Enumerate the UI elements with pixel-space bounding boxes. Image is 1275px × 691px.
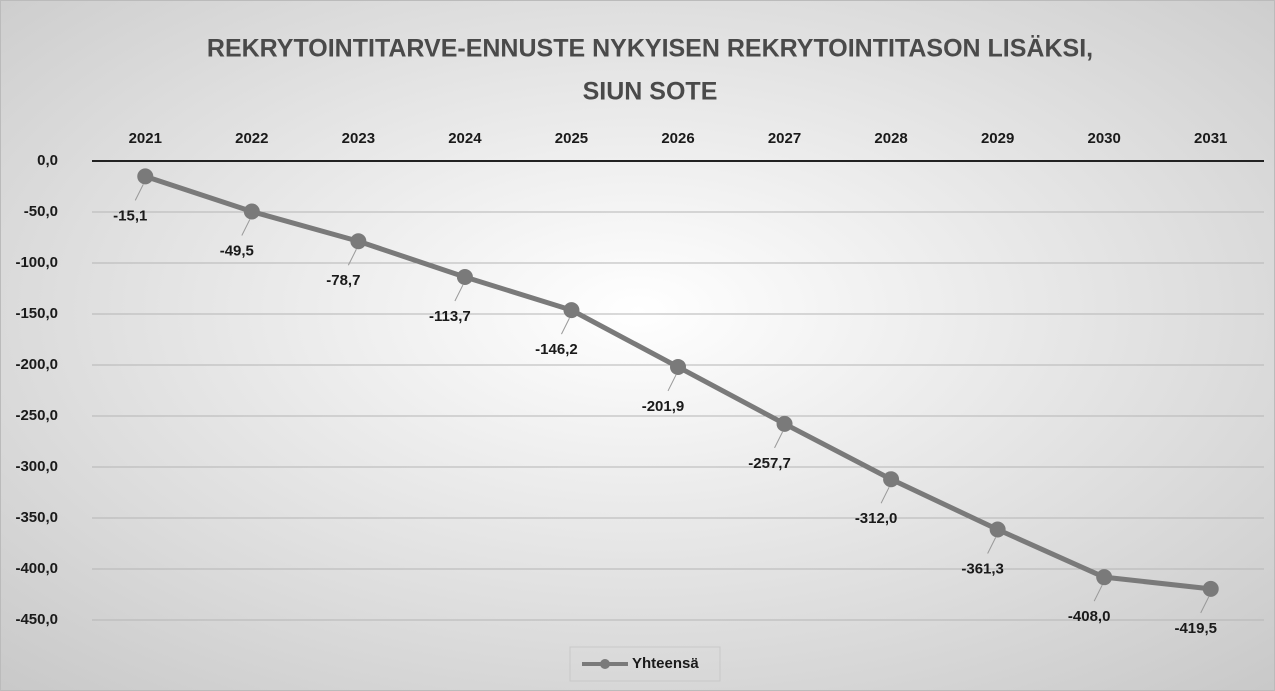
y-tick-label: -300,0	[15, 458, 58, 475]
x-tick-label: 2031	[1194, 130, 1227, 147]
legend-box	[569, 646, 721, 682]
data-label: -257,7	[748, 455, 791, 472]
y-tick-label: 0,0	[37, 152, 58, 169]
data-label: -78,7	[326, 272, 360, 289]
data-label: -312,0	[855, 510, 898, 527]
y-tick-label: -150,0	[15, 305, 58, 322]
leader-line	[454, 284, 464, 302]
x-tick-label: 2028	[874, 130, 907, 147]
chart-title: REKRYTOINTITARVE-ENNUSTE NYKYISEN REKRYT…	[207, 35, 1093, 63]
data-label: -201,9	[642, 398, 685, 415]
data-label: -361,3	[961, 560, 1004, 577]
marker	[243, 203, 260, 220]
leader-line	[1093, 584, 1103, 602]
y-tick-label: -100,0	[15, 254, 58, 271]
leader-line	[241, 219, 251, 236]
leader-line	[134, 184, 144, 201]
leader-line	[347, 249, 357, 266]
y-tick-label: -400,0	[15, 560, 58, 577]
leader-line	[667, 374, 677, 392]
legend-label: Yhteensä	[632, 655, 699, 672]
data-label: -419,5	[1174, 620, 1217, 637]
y-tick-label: -50,0	[24, 203, 58, 220]
x-tick-label: 2027	[768, 130, 801, 147]
leader-line	[561, 317, 570, 335]
x-tick-label: 2024	[448, 130, 482, 147]
x-tick-label: 2021	[129, 130, 162, 147]
x-tick-label: 2026	[661, 130, 694, 147]
marker	[1202, 580, 1219, 597]
leader-line	[1200, 596, 1210, 614]
marker	[776, 415, 793, 432]
y-tick-label: -200,0	[15, 356, 58, 373]
leader-line	[774, 431, 783, 449]
data-label: -49,5	[220, 242, 254, 259]
marker	[883, 471, 900, 488]
y-tick-label: -450,0	[15, 611, 58, 628]
marker	[456, 268, 473, 285]
x-tick-label: 2023	[342, 130, 375, 147]
marker	[1096, 569, 1113, 586]
marker	[563, 302, 580, 319]
data-label: -113,7	[429, 308, 471, 325]
legend-marker	[600, 659, 610, 669]
y-tick-label: -350,0	[15, 509, 58, 526]
x-tick-label: 2029	[981, 130, 1014, 147]
marker	[670, 358, 686, 375]
leader-line	[880, 487, 890, 504]
data-label: -408,0	[1068, 608, 1111, 625]
leader-line	[987, 537, 997, 554]
marker	[989, 521, 1006, 538]
x-tick-label: 2022	[235, 130, 268, 147]
x-tick-label: 2030	[1087, 130, 1120, 147]
y-tick-label: -250,0	[15, 407, 58, 424]
x-tick-label: 2025	[555, 130, 588, 147]
data-label: -146,2	[535, 341, 578, 358]
data-label: -15,1	[113, 207, 147, 224]
chart-title: SIUN SOTE	[583, 78, 718, 106]
marker	[137, 168, 154, 185]
marker	[350, 233, 367, 250]
